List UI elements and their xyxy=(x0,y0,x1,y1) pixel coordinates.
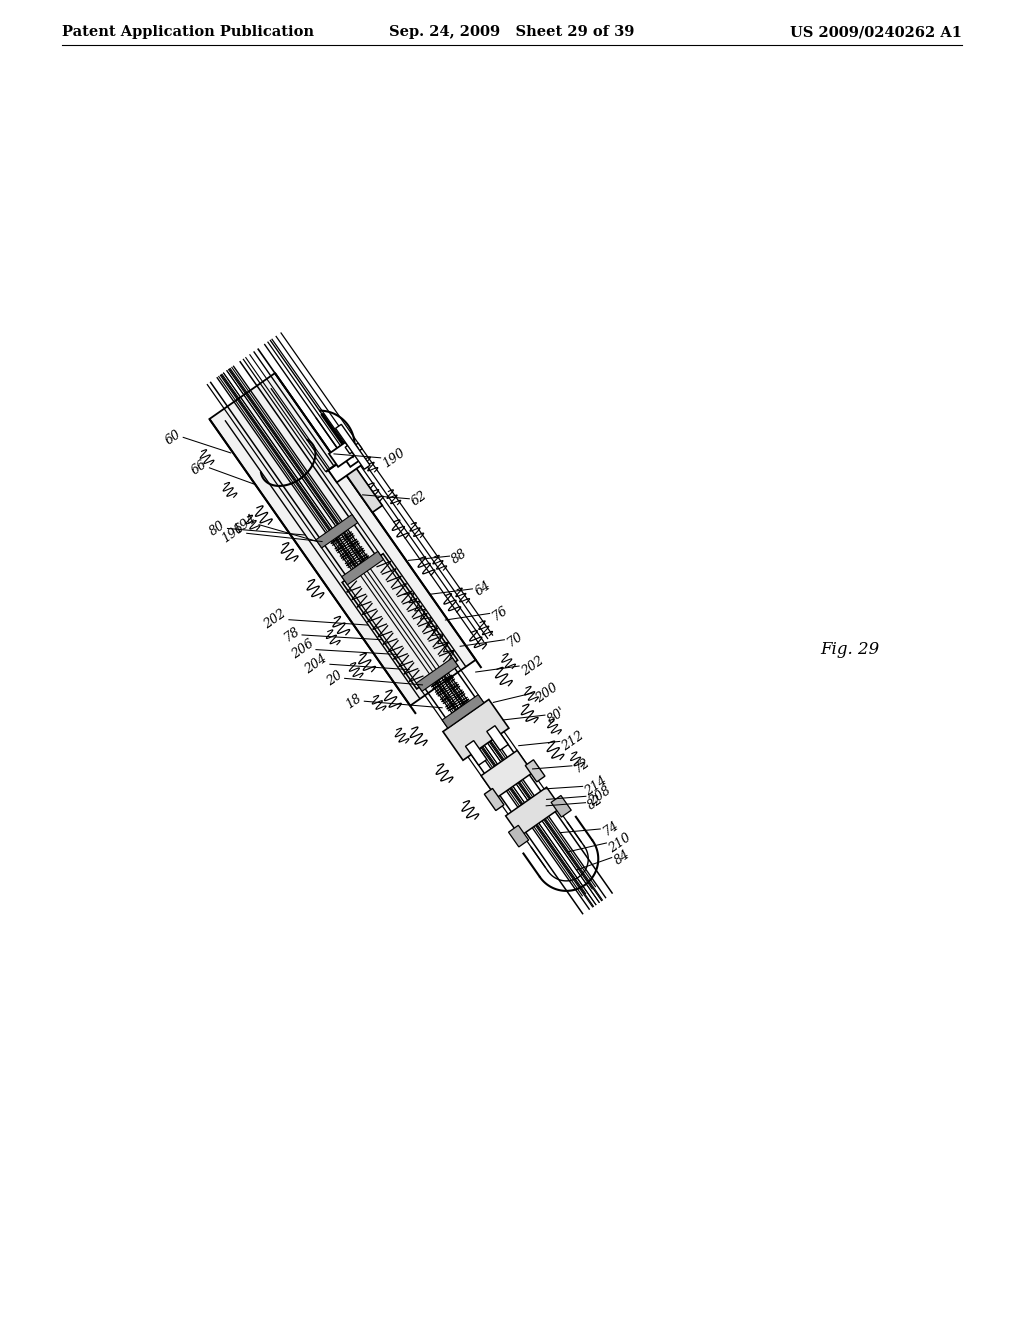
Text: US 2009/0240262 A1: US 2009/0240262 A1 xyxy=(790,25,962,40)
Polygon shape xyxy=(339,442,361,467)
Text: 62: 62 xyxy=(410,488,430,508)
Polygon shape xyxy=(551,796,571,817)
Text: 80': 80' xyxy=(545,705,568,726)
Text: 214: 214 xyxy=(583,774,609,799)
Text: Fig. 29: Fig. 29 xyxy=(820,642,880,659)
Polygon shape xyxy=(338,457,382,512)
Polygon shape xyxy=(336,424,370,470)
Text: 206: 206 xyxy=(289,638,316,661)
Polygon shape xyxy=(442,694,484,729)
Text: 72: 72 xyxy=(571,756,593,776)
Polygon shape xyxy=(329,451,364,482)
Text: 20: 20 xyxy=(324,668,345,688)
Polygon shape xyxy=(509,825,528,847)
Text: 202: 202 xyxy=(262,607,289,632)
Text: 78: 78 xyxy=(282,626,302,645)
Text: 64: 64 xyxy=(472,579,493,599)
Text: 74: 74 xyxy=(600,820,621,840)
Text: 70: 70 xyxy=(505,630,525,649)
Polygon shape xyxy=(484,788,504,810)
Text: 76: 76 xyxy=(489,603,510,623)
Text: 66: 66 xyxy=(188,458,210,478)
Polygon shape xyxy=(329,442,354,467)
Polygon shape xyxy=(316,515,357,548)
Polygon shape xyxy=(506,787,561,837)
Text: 194: 194 xyxy=(231,512,259,537)
Text: 208: 208 xyxy=(586,784,613,808)
Polygon shape xyxy=(466,741,486,766)
Text: 202: 202 xyxy=(519,653,546,678)
Polygon shape xyxy=(345,441,358,454)
Text: Sep. 24, 2009   Sheet 29 of 39: Sep. 24, 2009 Sheet 29 of 39 xyxy=(389,25,635,40)
Text: 212: 212 xyxy=(560,729,587,754)
Polygon shape xyxy=(481,751,532,797)
Text: Patent Application Publication: Patent Application Publication xyxy=(62,25,314,40)
Text: 204: 204 xyxy=(303,652,330,676)
Polygon shape xyxy=(525,760,545,781)
Text: 190: 190 xyxy=(381,446,408,470)
Text: 210: 210 xyxy=(606,830,634,855)
Text: 82: 82 xyxy=(586,793,606,813)
Polygon shape xyxy=(350,444,362,454)
Polygon shape xyxy=(486,726,508,750)
Polygon shape xyxy=(342,554,458,689)
Text: 84: 84 xyxy=(611,847,632,867)
Polygon shape xyxy=(210,374,476,706)
Polygon shape xyxy=(342,552,384,585)
Text: 196: 196 xyxy=(219,521,247,545)
Polygon shape xyxy=(443,700,509,760)
Text: 80: 80 xyxy=(207,519,227,539)
Text: 18: 18 xyxy=(344,692,365,711)
Text: 60: 60 xyxy=(163,428,183,447)
Text: 88: 88 xyxy=(450,546,470,566)
Text: 200: 200 xyxy=(534,681,560,705)
Polygon shape xyxy=(417,657,458,692)
